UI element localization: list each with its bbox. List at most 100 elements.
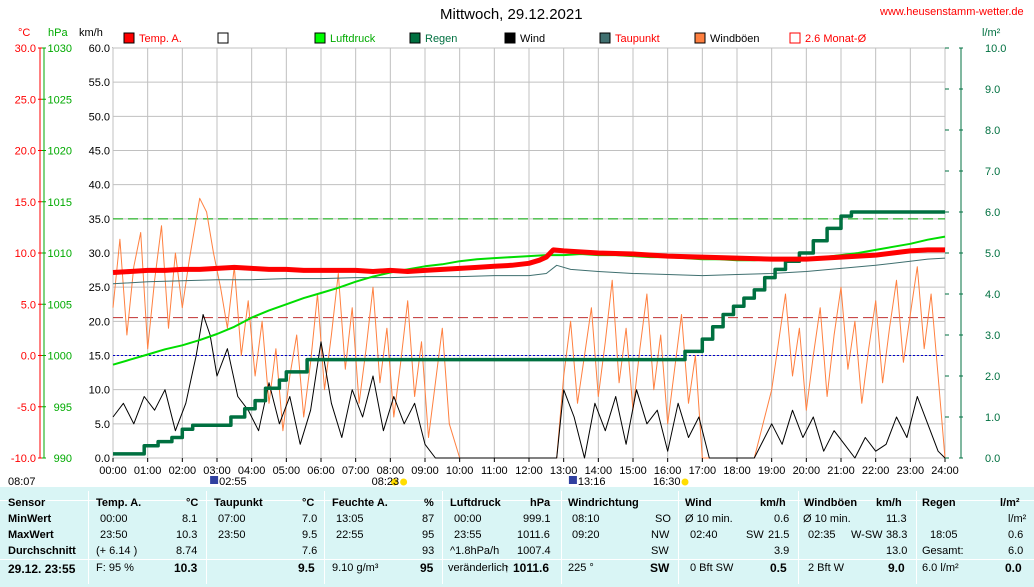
hdr-gust-unit: km/h <box>876 497 902 509</box>
min-hum-time: 13:05 <box>336 513 364 525</box>
max-wind-time: 02:40 <box>690 529 718 541</box>
statistics-table: Sensor Temp. A. °C Taupunkt °C Feuchte A… <box>0 487 1034 587</box>
cur-wind-extra: 0 Bft SW <box>690 562 734 574</box>
sunset-marker <box>681 478 689 486</box>
avg-rain-val: 6.0 <box>1008 545 1024 557</box>
cur-hum-extra: 9.10 g/m³ <box>332 562 379 574</box>
pressure-tick-label: 1000 <box>48 351 72 363</box>
avg-dir-val: SW <box>651 545 669 557</box>
rain-tick-label: 4.0 <box>985 289 1000 301</box>
series-taupunkt <box>112 257 946 285</box>
max-gust-dir: W-SW <box>851 529 883 541</box>
temp-tick-label: 25.0 <box>15 94 36 106</box>
hdr-press: Luftdruck <box>450 497 501 509</box>
rain-tick-label: 8.0 <box>985 125 1000 137</box>
x-tick-label: 13:00 <box>550 465 578 477</box>
temp-tick-label: -10.0 <box>11 453 36 465</box>
hdr-dew-unit: °C <box>302 497 315 509</box>
wind-tick-label: 60.0 <box>89 43 110 55</box>
hdr-press-unit: hPa <box>530 497 551 509</box>
website-link[interactable]: www.heusenstamm-wetter.de <box>880 6 1024 18</box>
wind-tick-label: 45.0 <box>89 146 110 158</box>
row-min-label: MinWert <box>8 513 52 525</box>
min-temp-val: 8.1 <box>182 513 198 525</box>
cur-dew-val: 9.5 <box>298 561 315 575</box>
legend-label: Windböen <box>710 33 760 45</box>
marker-label: 16:30 <box>653 476 681 487</box>
x-tick-label: 17:00 <box>689 465 717 477</box>
max-hum-time: 22:55 <box>336 529 364 541</box>
max-rain-val: 0.6 <box>1008 529 1024 541</box>
wind-tick-label: 30.0 <box>89 248 110 260</box>
x-tick-label: 23:00 <box>897 465 925 477</box>
x-tick-label: 02:00 <box>169 465 197 477</box>
avg-rain-time: Gesamt: <box>922 545 964 557</box>
temp-tick-label: 20.0 <box>15 146 36 158</box>
legend-label: Taupunkt <box>615 33 660 45</box>
x-tick-label: 03:00 <box>203 465 231 477</box>
rain-tick-label: 6.0 <box>985 207 1000 219</box>
cur-rain-val: 0.0 <box>1005 561 1022 575</box>
min-rain-val: l/m² <box>1008 513 1027 525</box>
max-gust-val: 38.3 <box>886 529 908 541</box>
legend-label: Luftdruck <box>330 33 376 45</box>
hdr-gust: Windböen <box>804 497 858 509</box>
rain-tick-label: 0.0 <box>985 453 1000 465</box>
pressure-tick-label: 1010 <box>48 248 72 260</box>
min-gust-time: Ø 10 min. <box>803 513 851 525</box>
row-current-label: 29.12. 23:55 <box>8 562 76 576</box>
rain-tick-label: 10.0 <box>985 43 1006 55</box>
x-tick-label: 20:00 <box>793 465 821 477</box>
legend-swatch <box>409 32 421 44</box>
wind-tick-label: 0.0 <box>95 453 110 465</box>
pressure-tick-label: 1020 <box>48 146 72 158</box>
series-regen <box>113 210 945 456</box>
x-tick-label: 10:00 <box>446 465 474 477</box>
x-tick-label: 11:00 <box>481 465 508 477</box>
legend-swatch <box>314 32 326 44</box>
unit-wind: km/h <box>79 27 103 39</box>
pressure-tick-label: 1025 <box>48 94 72 106</box>
moon-marker <box>568 476 577 484</box>
legend-swatch <box>504 32 516 44</box>
wind-tick-label: 20.0 <box>89 316 110 328</box>
x-tick-label: 04:00 <box>238 465 266 477</box>
max-temp-time: 23:50 <box>100 529 128 541</box>
temp-tick-label: 15.0 <box>15 197 36 209</box>
wind-tick-label: 15.0 <box>89 351 110 363</box>
hdr-temp-unit: °C <box>186 497 199 509</box>
moon-marker <box>210 476 219 484</box>
chart-axes: 60.0 55.0 50.0 45.0 40.0 35.0 30.0 25.0 20.0 15.0… <box>11 43 1007 477</box>
cur-press-extra: veränderlich <box>448 562 508 574</box>
max-temp-val: 10.3 <box>176 529 198 541</box>
cur-dir-val: SW <box>650 561 670 575</box>
unit-temp: °C <box>18 27 31 39</box>
wind-tick-label: 50.0 <box>89 111 110 123</box>
x-tick-label: 24:00 <box>931 465 959 477</box>
legend-label: Wind <box>520 33 545 45</box>
hdr-wind: Wind <box>685 497 712 509</box>
series-temp-a- <box>112 247 945 275</box>
min-wind-val: 0.6 <box>774 513 790 525</box>
hdr-hum-unit: % <box>424 497 434 509</box>
pressure-tick-label: 990 <box>54 453 72 465</box>
hdr-dew: Taupunkt <box>214 497 263 509</box>
sunrise-marker <box>390 478 398 486</box>
avg-wind-val: 3.9 <box>774 545 790 557</box>
temp-tick-label: -5.0 <box>17 402 36 414</box>
max-dir-time: 09:20 <box>572 529 600 541</box>
rain-tick-label: 5.0 <box>985 248 1000 260</box>
hdr-rain-unit: l/m² <box>1000 497 1020 509</box>
cur-temp-extra: F: 95 % <box>96 562 134 574</box>
wind-tick-label: 35.0 <box>89 214 110 226</box>
avg-temp-val: 8.74 <box>176 545 198 557</box>
x-tick-label: 12:00 <box>515 465 543 477</box>
legend-label: Temp. A. <box>139 33 182 45</box>
cur-rain-extra: 6.0 l/m² <box>922 562 959 574</box>
cur-temp-val: 10.3 <box>174 561 198 575</box>
x-tick-label: 19:00 <box>758 465 786 477</box>
x-tick-label: 14:00 <box>585 465 613 477</box>
chart-title: Mittwoch, 29.12.2021 <box>440 6 583 23</box>
unit-pressure: hPa <box>48 27 68 39</box>
legend-label: 2.6 Monat-Ø <box>805 33 867 45</box>
